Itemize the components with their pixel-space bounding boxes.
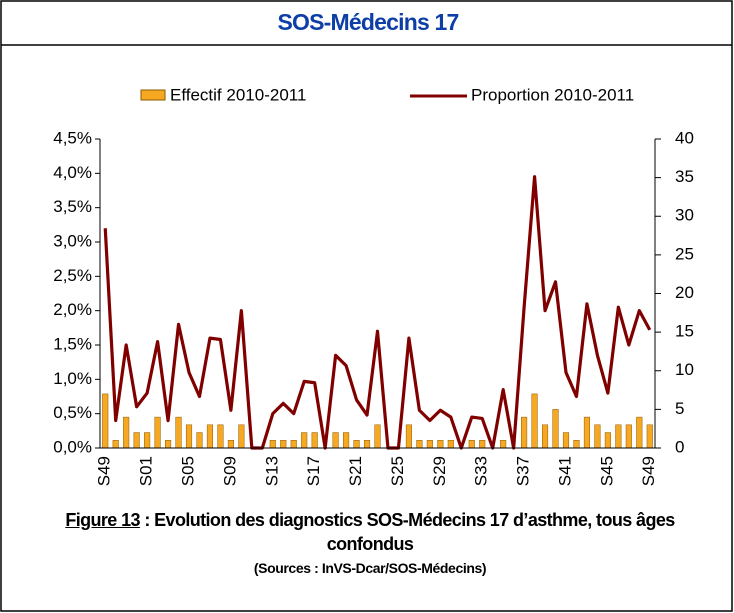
x-tick-label: S05 — [178, 456, 197, 486]
y2-tick-label: 10 — [675, 360, 694, 379]
y-tick-label: 3,5% — [53, 197, 92, 216]
bar — [374, 424, 381, 449]
bar — [133, 432, 140, 449]
bar — [154, 416, 161, 449]
x-tick-label: S13 — [262, 456, 281, 486]
bar — [123, 416, 130, 449]
bar — [227, 440, 234, 449]
x-tick-label: S21 — [346, 456, 365, 486]
bar — [594, 424, 601, 449]
caption-text: : Evolution des diagnostics SOS-Médecins… — [139, 510, 675, 554]
bar — [405, 424, 412, 449]
bar — [615, 424, 622, 449]
bar — [185, 424, 193, 449]
bar — [573, 440, 580, 449]
x-tick-label: S49 — [95, 456, 114, 486]
y-tick-label: 1,5% — [53, 334, 92, 353]
bar — [562, 432, 570, 449]
x-tick-label: S17 — [304, 456, 323, 486]
legend-label: Effectif 2010-2011 — [170, 85, 306, 104]
y2-tick-label: 15 — [675, 322, 694, 341]
bar — [500, 440, 507, 449]
y2-tick-label: 35 — [675, 167, 694, 186]
y2-tick-label: 5 — [675, 399, 684, 418]
bar — [206, 424, 214, 449]
bar — [332, 432, 339, 449]
y-tick-label: 3,0% — [53, 231, 92, 250]
bar — [625, 424, 632, 449]
bar — [437, 440, 444, 449]
bar — [521, 416, 528, 449]
y-tick-label: 2,5% — [53, 266, 92, 285]
x-tick-label: S01 — [137, 456, 156, 486]
bar — [363, 440, 371, 449]
bar — [426, 440, 433, 449]
bar — [196, 432, 203, 449]
bar — [165, 440, 172, 449]
bar — [269, 440, 276, 449]
caption: Figure 13 : Evolution des diagnostics SO… — [40, 508, 700, 556]
bar — [541, 424, 549, 449]
y-tick-label: 4,5% — [53, 128, 92, 147]
bar — [112, 440, 119, 449]
bar — [175, 416, 182, 449]
bar — [217, 424, 224, 449]
x-tick-label: S33 — [472, 456, 491, 486]
bar — [604, 432, 611, 449]
bar — [479, 440, 486, 449]
x-tick-label: S41 — [555, 456, 574, 486]
x-tick-label: S37 — [514, 456, 533, 486]
x-tick-label: S09 — [220, 456, 239, 486]
legend-label: Proportion 2010-2011 — [471, 85, 634, 104]
y-tick-label: 2,0% — [53, 300, 92, 319]
bar — [646, 424, 653, 449]
bar — [280, 440, 287, 449]
bar — [583, 416, 590, 449]
bar — [447, 440, 454, 449]
line — [103, 175, 652, 450]
x-tick-label: S49 — [639, 456, 658, 486]
source: (Sources : InVS-Dcar/SOS-Médecins) — [253, 560, 487, 576]
bar — [531, 393, 538, 449]
x-tick-label: S25 — [388, 456, 407, 486]
y2-tick-label: 0 — [675, 437, 684, 456]
bar — [301, 432, 308, 449]
y2-tick-label: 40 — [675, 128, 694, 147]
bar — [311, 432, 318, 449]
y2-tick-label: 25 — [675, 244, 694, 263]
y2-tick-label: 30 — [675, 206, 694, 225]
chart-title: SOS-Médecins 17 — [277, 9, 458, 35]
y-tick-label: 0,5% — [53, 403, 92, 422]
caption-label: Figure 13 — [65, 510, 140, 530]
bar — [102, 393, 109, 449]
y2-tick-label: 20 — [675, 283, 694, 302]
bar — [552, 409, 559, 449]
bar — [636, 416, 643, 449]
bar — [343, 432, 350, 449]
bar — [416, 440, 423, 449]
bar — [238, 424, 245, 449]
x-tick-label: S45 — [597, 456, 616, 486]
y-tick-label: 1,0% — [53, 369, 92, 388]
y-tick-label: 4,0% — [53, 163, 92, 182]
bar — [468, 440, 475, 449]
bar — [353, 440, 360, 449]
x-tick-label: S29 — [430, 456, 449, 486]
y-tick-label: 0,0% — [53, 437, 92, 456]
bar — [144, 432, 151, 449]
legend-swatch — [140, 89, 166, 101]
bar — [290, 440, 297, 449]
